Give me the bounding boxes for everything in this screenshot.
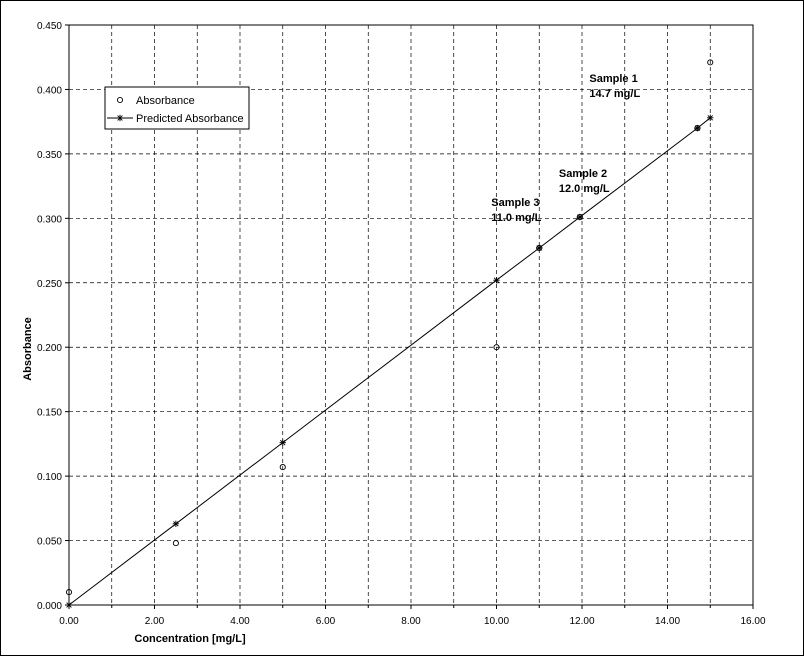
x-axis-title: Concentration [mg/L] (134, 633, 246, 645)
star-stroke (173, 521, 179, 527)
series-absorbance (65, 59, 714, 596)
x-tick-label: 6.00 (316, 616, 336, 627)
y-axis-title: Absorbance (22, 317, 34, 381)
legend-label-predicted: Predicted Absorbance (136, 113, 244, 125)
y-tick-label: 0.250 (37, 279, 62, 290)
annotation-value: 12.0 mg/L (559, 183, 610, 195)
star-stroke (694, 125, 701, 131)
x-tick-label: 12.00 (569, 616, 594, 627)
annotation-value: 14.7 mg/L (589, 88, 640, 100)
data-point-circle (65, 589, 73, 596)
star-stroke (577, 214, 583, 220)
star-stroke (66, 602, 72, 608)
legend-label-absorbance: Absorbance (136, 95, 195, 107)
y-tick-label: 0.300 (37, 214, 62, 225)
star-stroke (493, 277, 500, 283)
legend-star-glyph (116, 114, 124, 122)
x-tick-label: 8.00 (401, 616, 421, 627)
annotation-title: Sample 1 (589, 73, 637, 85)
data-point-star (65, 601, 73, 609)
y-tick-label: 0.400 (37, 85, 62, 96)
y-tick-label: 0.200 (37, 343, 62, 354)
star-stroke (117, 115, 123, 121)
y-tick-label: 0.450 (37, 21, 62, 32)
star-stroke (536, 245, 542, 251)
star-stroke (280, 439, 286, 446)
legend-marker-absorbance (116, 96, 124, 104)
legend: Absorbance Predicted Absorbance (104, 86, 250, 130)
annotation-title: Sample 3 (491, 197, 539, 209)
series-line (68, 117, 711, 606)
data-point-star (172, 520, 180, 527)
legend-marker-predicted (116, 114, 124, 122)
x-tick-label: 10.00 (484, 616, 509, 627)
annotation-sample-1: Sample 1 14.7 mg/L (589, 73, 640, 100)
axis-ticks: 0.00 2.00 4.00 6.00 8.00 10.00 12.00 14.00 16.00… (37, 21, 766, 627)
star-stroke (707, 115, 713, 121)
x-tick-label: 14.00 (655, 616, 680, 627)
data-point-star (576, 213, 584, 221)
y-tick-label: 0.350 (37, 150, 62, 161)
legend-box (104, 86, 250, 130)
y-tick-label: 0.150 (37, 408, 62, 419)
data-point-star (279, 439, 286, 446)
x-tick-label: 4.00 (230, 616, 250, 627)
data-point-star (536, 244, 543, 252)
data-point-circle (707, 59, 714, 66)
data-point-circle (493, 344, 500, 351)
x-tick-label: 0.00 (59, 616, 79, 627)
data-point-star (707, 114, 714, 121)
grid (69, 25, 753, 605)
annotation-title: Sample 2 (559, 168, 607, 180)
y-tick-label: 0.000 (37, 601, 62, 612)
data-point-circle (279, 464, 286, 471)
y-tick-label: 0.050 (37, 537, 62, 548)
series (65, 59, 714, 609)
x-tick-label: 2.00 (145, 616, 165, 627)
annotation-value: 11.0 mg/L (491, 212, 541, 224)
data-point-circle (172, 540, 179, 547)
y-tick-label: 0.100 (37, 472, 62, 483)
data-point-star (493, 277, 500, 284)
annotation-sample-3: Sample 3 11.0 mg/L (491, 197, 541, 224)
annotation-sample-2: Sample 2 12.0 mg/L (559, 168, 610, 195)
data-point-star (694, 124, 701, 132)
x-tick-label: 16.00 (740, 616, 765, 627)
series-predicted-absorbance (65, 114, 714, 609)
